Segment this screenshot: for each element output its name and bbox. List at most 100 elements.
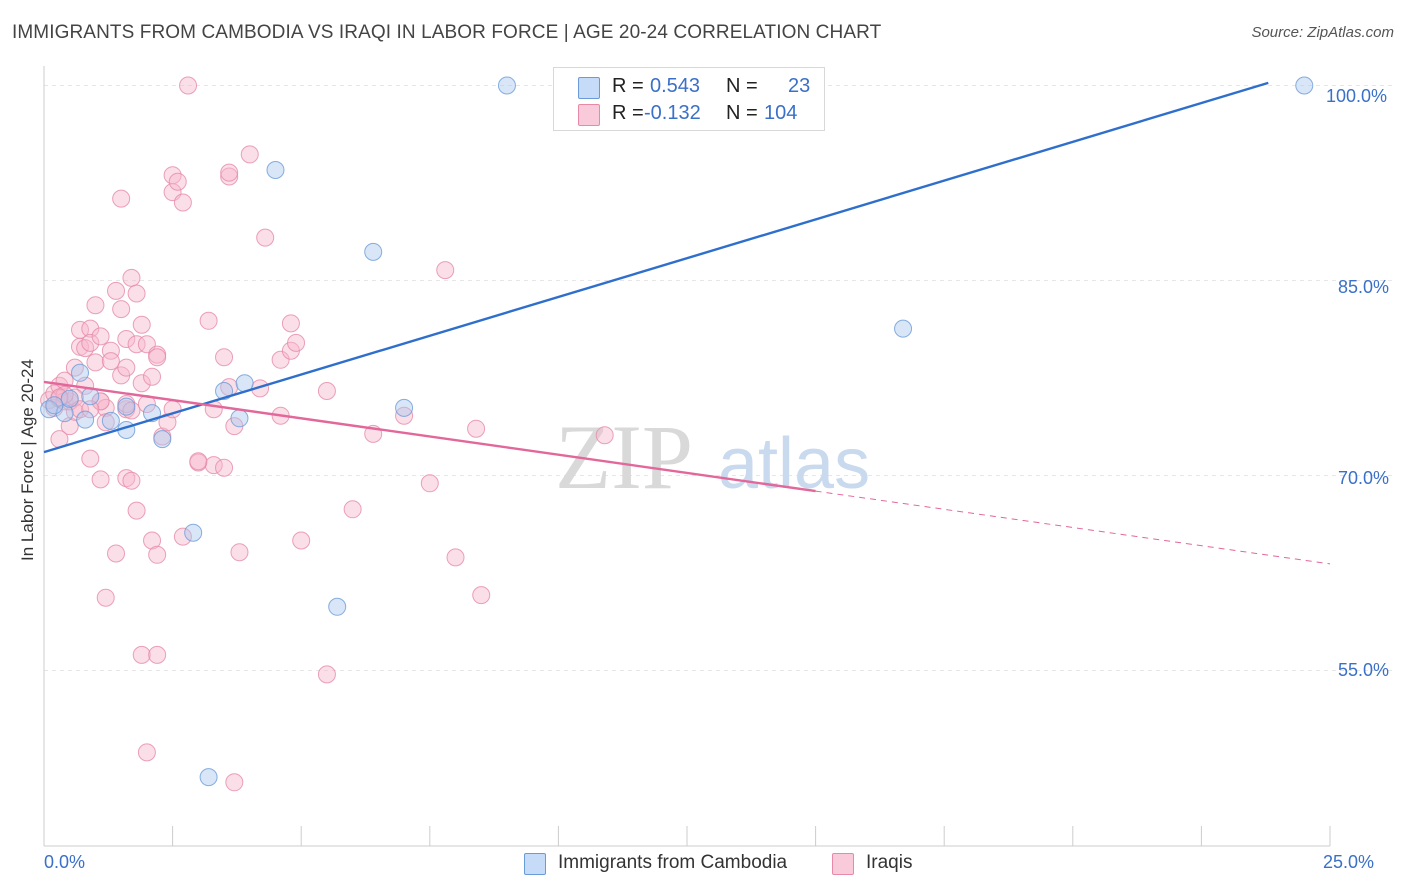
legend-r-value: 0.543 <box>650 75 701 97</box>
data-point <box>91 470 110 489</box>
data-point <box>199 768 218 787</box>
data-point <box>117 358 136 377</box>
data-point <box>65 358 84 377</box>
data-point <box>436 261 455 280</box>
data-point <box>71 363 90 382</box>
data-point <box>148 645 167 664</box>
data-point <box>86 296 105 315</box>
y-tick-label-55: 55.0% <box>1338 660 1390 680</box>
data-point <box>137 743 156 762</box>
data-point <box>117 330 136 348</box>
data-point <box>132 645 151 664</box>
data-point <box>60 389 79 408</box>
stats-legend: R = 0.543 N = 23 R = -0.132 N = 104 <box>553 67 825 131</box>
legend-r-label: R = <box>612 75 644 97</box>
axes <box>43 66 1331 847</box>
data-point <box>76 339 95 358</box>
data-point <box>225 773 244 792</box>
data-point <box>107 544 126 563</box>
y-tick-label-85: 85.0% <box>1338 277 1390 297</box>
data-point <box>220 163 239 182</box>
x-tick-label-min: 0.0% <box>44 852 86 872</box>
grid-lines <box>44 85 1392 671</box>
data-point <box>271 350 290 369</box>
data-point <box>81 333 100 352</box>
data-point <box>343 500 362 519</box>
legend-n-value: 104 <box>764 102 798 124</box>
data-point <box>86 353 105 372</box>
data-point <box>81 319 100 338</box>
data-point <box>497 76 516 95</box>
watermark-atlas: atlas <box>718 424 870 504</box>
data-point <box>81 449 100 468</box>
data-point <box>220 167 239 186</box>
watermark: ZIP atlas <box>555 406 870 508</box>
data-point <box>148 348 167 367</box>
data-points <box>40 76 1314 792</box>
x-tick-label-max: 25.0% <box>1323 852 1375 872</box>
trend-line-extension <box>815 490 1331 565</box>
legend-r-label: R = <box>612 102 644 124</box>
data-point <box>179 76 198 95</box>
data-point <box>76 410 95 429</box>
data-point <box>107 281 126 300</box>
y-tick-label-100: 100.0% <box>1326 86 1388 106</box>
legend-n-label: N = <box>726 75 758 97</box>
data-point <box>230 543 249 562</box>
data-point <box>328 597 347 616</box>
data-point <box>101 341 120 360</box>
data-point <box>96 588 115 607</box>
data-point <box>1295 76 1314 95</box>
data-point <box>595 426 614 445</box>
data-point <box>204 456 223 475</box>
data-point <box>420 474 439 493</box>
data-point <box>132 374 151 393</box>
data-point <box>240 145 259 164</box>
data-point <box>215 458 234 477</box>
bottom-legend-swatch-cambodia <box>524 853 546 875</box>
data-point <box>168 172 187 191</box>
data-point <box>395 398 414 417</box>
data-point <box>364 242 383 261</box>
data-point <box>117 397 136 416</box>
data-point <box>173 527 192 546</box>
data-point <box>101 411 120 430</box>
data-point <box>287 333 306 352</box>
data-point <box>127 284 146 303</box>
data-point <box>292 531 311 550</box>
data-point <box>317 665 336 684</box>
data-point <box>173 193 192 212</box>
data-point <box>127 335 146 354</box>
data-point <box>184 523 203 542</box>
data-point <box>317 382 336 400</box>
data-point <box>122 471 141 490</box>
data-point <box>395 406 414 425</box>
data-point <box>266 161 285 179</box>
bottom-legend-swatch-iraqis <box>832 853 854 875</box>
data-point <box>117 469 136 488</box>
legend-swatch-iraqis <box>578 104 600 126</box>
data-point <box>281 314 300 333</box>
legend-r-value: -0.132 <box>644 102 701 124</box>
data-point <box>189 452 208 471</box>
trend-line <box>43 81 1269 454</box>
y-tick-label-70: 70.0% <box>1338 468 1390 488</box>
data-point <box>81 400 100 419</box>
data-point <box>446 548 465 567</box>
data-point <box>101 352 120 371</box>
chart-title: IMMIGRANTS FROM CAMBODIA VS IRAQI IN LAB… <box>12 22 882 43</box>
data-point <box>112 189 131 208</box>
data-point <box>55 404 74 423</box>
data-point <box>132 315 151 334</box>
data-point <box>112 300 131 319</box>
data-point <box>91 392 110 411</box>
trend-line <box>43 380 816 493</box>
data-point <box>122 268 141 287</box>
legend-n-value: 23 <box>788 75 811 97</box>
data-point <box>230 409 249 428</box>
data-point <box>894 319 913 338</box>
data-point <box>199 311 218 330</box>
source-credit: Source: ZipAtlas.com <box>1251 24 1394 41</box>
data-point <box>127 501 146 520</box>
